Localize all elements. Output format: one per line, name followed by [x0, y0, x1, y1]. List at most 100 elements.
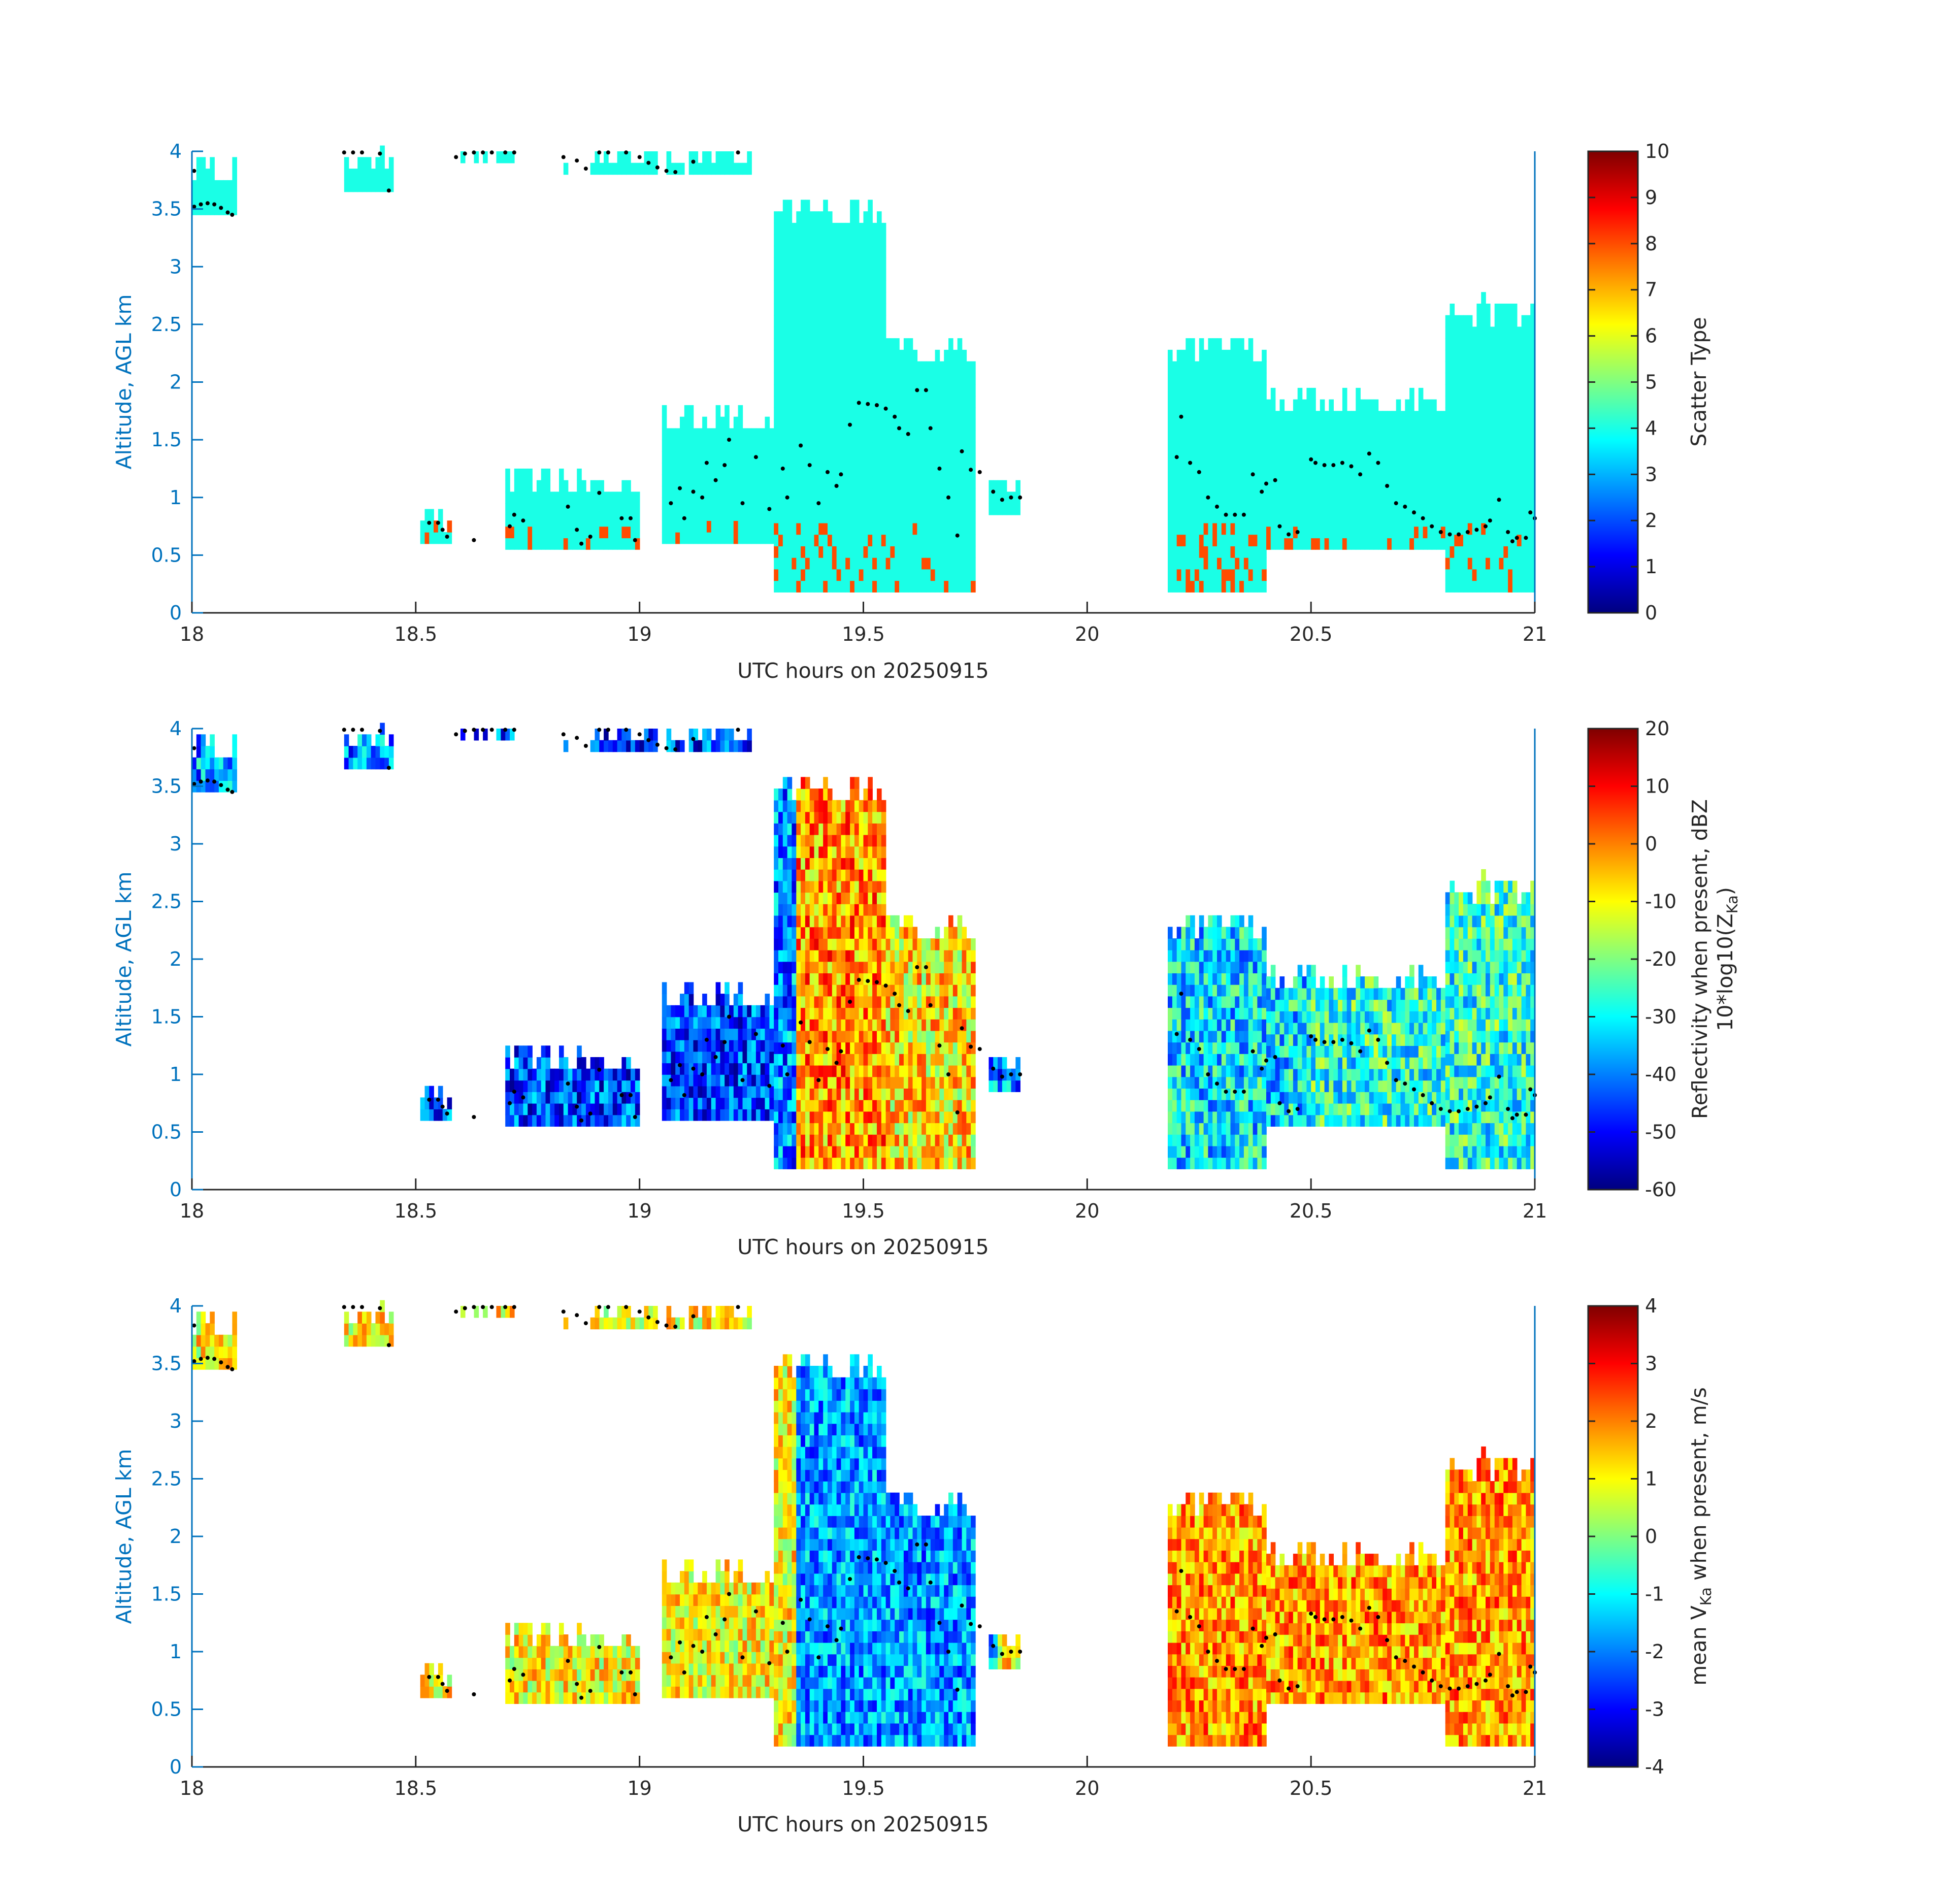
- heatmap-cell: [1181, 465, 1187, 477]
- heatmap-cell: [966, 488, 971, 501]
- heatmap-cell: [1530, 304, 1535, 316]
- heatmap-cell: [1418, 538, 1424, 550]
- heatmap-cell: [684, 1063, 689, 1075]
- heatmap-cell: [805, 522, 810, 535]
- heatmap-cell: [836, 407, 842, 419]
- heatmap-cell: [1508, 430, 1513, 443]
- heatmap-cell: [1212, 373, 1217, 385]
- heatmap-cell: [899, 522, 904, 535]
- heatmap-cell: [885, 1054, 891, 1066]
- heatmap-cell: [1257, 453, 1262, 466]
- heatmap-cell: [501, 151, 506, 163]
- heatmap-cell: [1226, 546, 1231, 558]
- heatmap-cell: [863, 419, 869, 431]
- heatmap-cell: [778, 349, 783, 362]
- heatmap-cell: [388, 746, 394, 758]
- heatmap-cell: [903, 442, 909, 454]
- heatmap-cell: [711, 1039, 716, 1052]
- heatmap-cell: [621, 1068, 627, 1081]
- heatmap-cell: [1490, 349, 1495, 362]
- heatmap-cell: [778, 522, 783, 535]
- heatmap-cell: [1289, 434, 1294, 446]
- heatmap-cell: [505, 1057, 510, 1069]
- heatmap-cell: [1176, 430, 1182, 443]
- heatmap-cell: [836, 1111, 842, 1124]
- heatmap-cell: [528, 1103, 533, 1115]
- heatmap-cell: [1494, 407, 1500, 419]
- heatmap-cell: [1476, 580, 1482, 593]
- heatmap-cell: [1186, 546, 1191, 558]
- heatmap-cell: [1235, 373, 1240, 385]
- heatmap-cell: [1320, 457, 1325, 469]
- heatmap-cell: [1365, 468, 1370, 481]
- heatmap-cell: [1445, 488, 1451, 501]
- heatmap-cell: [1253, 453, 1258, 466]
- heatmap-cell: [662, 1086, 667, 1098]
- heatmap-cell: [688, 1063, 694, 1075]
- heatmap-cell: [755, 451, 761, 464]
- heatmap-cell: [671, 1063, 676, 1075]
- heatmap-cell: [545, 1103, 551, 1115]
- heatmap-cell: [881, 488, 886, 501]
- heatmap-cell: [388, 757, 394, 770]
- heatmap-cell: [823, 326, 828, 339]
- heatmap-cell: [559, 1045, 564, 1058]
- heatmap-cell: [962, 407, 967, 419]
- heatmap-cell: [1302, 480, 1307, 493]
- data-point: [826, 470, 830, 474]
- heatmap-cell: [823, 222, 828, 235]
- heatmap-cell: [1423, 491, 1428, 504]
- heatmap-cell: [926, 442, 931, 454]
- heatmap-cell: [828, 846, 833, 858]
- heatmap-cell: [782, 430, 788, 443]
- heatmap-cell: [344, 157, 349, 169]
- heatmap-cell: [568, 1068, 573, 1081]
- heatmap-cell: [1463, 384, 1468, 397]
- heatmap-cell: [1450, 453, 1455, 466]
- heatmap-cell: [1427, 480, 1432, 493]
- heatmap-cell: [930, 557, 936, 570]
- heatmap-cell: [1476, 349, 1482, 362]
- heatmap-cell: [1463, 373, 1468, 385]
- heatmap-cell: [805, 1076, 810, 1089]
- heatmap-cell: [684, 1039, 689, 1052]
- data-point: [946, 495, 950, 500]
- heatmap-cell: [841, 858, 846, 870]
- heatmap-cell: [814, 1099, 819, 1112]
- heatmap-cell: [930, 500, 936, 512]
- heatmap-cell: [769, 1074, 774, 1087]
- heatmap-cell: [881, 465, 886, 477]
- heatmap-cell: [693, 151, 699, 163]
- heatmap-cell: [841, 1076, 846, 1089]
- heatmap-cell: [688, 1016, 694, 1029]
- heatmap-cell: [792, 1145, 797, 1158]
- heatmap-cell: [841, 453, 846, 466]
- heatmap-cell: [1454, 500, 1459, 512]
- heatmap-cell: [1481, 557, 1486, 570]
- heatmap-cell: [818, 1099, 824, 1112]
- heatmap-cell: [666, 532, 672, 544]
- heatmap-cell: [1494, 534, 1500, 546]
- heatmap-cell: [877, 292, 882, 304]
- heatmap-cell: [769, 520, 774, 533]
- heatmap-cell: [908, 384, 913, 397]
- data-point: [664, 169, 669, 173]
- heatmap-cell: [1190, 476, 1195, 489]
- heatmap-cell: [698, 1039, 703, 1052]
- heatmap-cell: [227, 191, 233, 204]
- heatmap-cell: [380, 145, 385, 158]
- heatmap-cell: [1230, 384, 1236, 397]
- heatmap-cell: [962, 511, 967, 523]
- heatmap-cell: [868, 800, 873, 812]
- y-tick-label: 0.5: [151, 544, 182, 566]
- heatmap-cell: [1517, 373, 1522, 385]
- heatmap-cell: [782, 869, 788, 881]
- heatmap-cell: [1472, 546, 1477, 558]
- heatmap-cell: [715, 1005, 721, 1017]
- heatmap-cell: [1503, 442, 1508, 454]
- heatmap-cell: [1481, 511, 1486, 523]
- heatmap-cell: [1409, 411, 1414, 423]
- heatmap-cell: [832, 927, 837, 939]
- heatmap-cell: [823, 522, 828, 535]
- heatmap-cell: [971, 534, 976, 546]
